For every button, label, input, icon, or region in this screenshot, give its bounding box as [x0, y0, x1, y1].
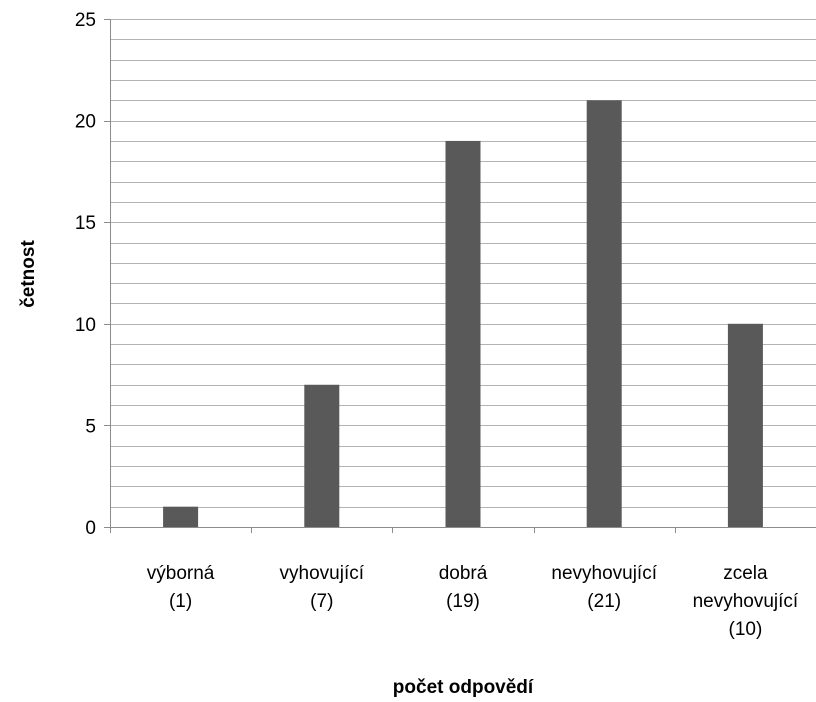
bar	[163, 506, 199, 527]
x-category-labels: výborná (1) vyhovující (7) dobrá (19) nevyhovu…	[147, 563, 799, 640]
x-category-label: (1)	[169, 591, 192, 612]
x-category-label: (10)	[729, 619, 763, 640]
bar	[727, 323, 763, 527]
x-category-label: dobrá	[439, 563, 488, 584]
x-category-label: výborná	[147, 563, 215, 584]
x-category-label: vyhovující	[280, 563, 365, 584]
y-tick-labels: 0 5 10 15 20 25	[75, 10, 96, 539]
y-tick-label: 0	[85, 518, 96, 539]
y-tick-label: 5	[85, 416, 96, 437]
x-category-label: (21)	[587, 591, 621, 612]
y-tick-label: 10	[75, 315, 96, 336]
x-category-label: nevyhovující	[551, 563, 657, 584]
x-category-label: (7)	[310, 591, 333, 612]
x-category-label: (19)	[446, 591, 480, 612]
y-tick-label: 20	[75, 112, 96, 133]
x-axis-title: počet odpovědí	[393, 677, 534, 698]
y-axis-title: četnost	[18, 240, 39, 308]
x-category-label: zcela	[723, 563, 768, 584]
bar	[304, 384, 340, 527]
axes	[104, 19, 816, 533]
bar	[445, 140, 481, 528]
bar	[586, 100, 622, 527]
bars	[163, 100, 763, 528]
x-category-label: nevyhovující	[693, 591, 799, 612]
y-tick-label: 15	[75, 213, 96, 234]
y-tick-label: 25	[75, 10, 96, 31]
